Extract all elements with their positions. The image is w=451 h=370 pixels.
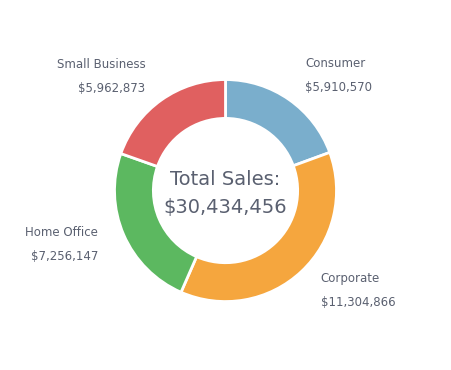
Text: Total Sales:: Total Sales: xyxy=(170,170,281,189)
Text: Small Business: Small Business xyxy=(57,58,145,71)
Text: $30,434,456: $30,434,456 xyxy=(164,198,287,217)
Text: $5,962,873: $5,962,873 xyxy=(78,82,145,95)
Wedge shape xyxy=(115,154,197,292)
Text: $7,256,147: $7,256,147 xyxy=(31,250,98,263)
Text: Home Office: Home Office xyxy=(25,226,98,239)
Wedge shape xyxy=(226,80,330,166)
Text: $5,910,570: $5,910,570 xyxy=(305,81,372,94)
Text: Consumer: Consumer xyxy=(305,57,365,70)
Wedge shape xyxy=(121,80,226,166)
Wedge shape xyxy=(181,152,336,302)
Text: Corporate: Corporate xyxy=(321,272,380,285)
Text: $11,304,866: $11,304,866 xyxy=(321,296,395,309)
